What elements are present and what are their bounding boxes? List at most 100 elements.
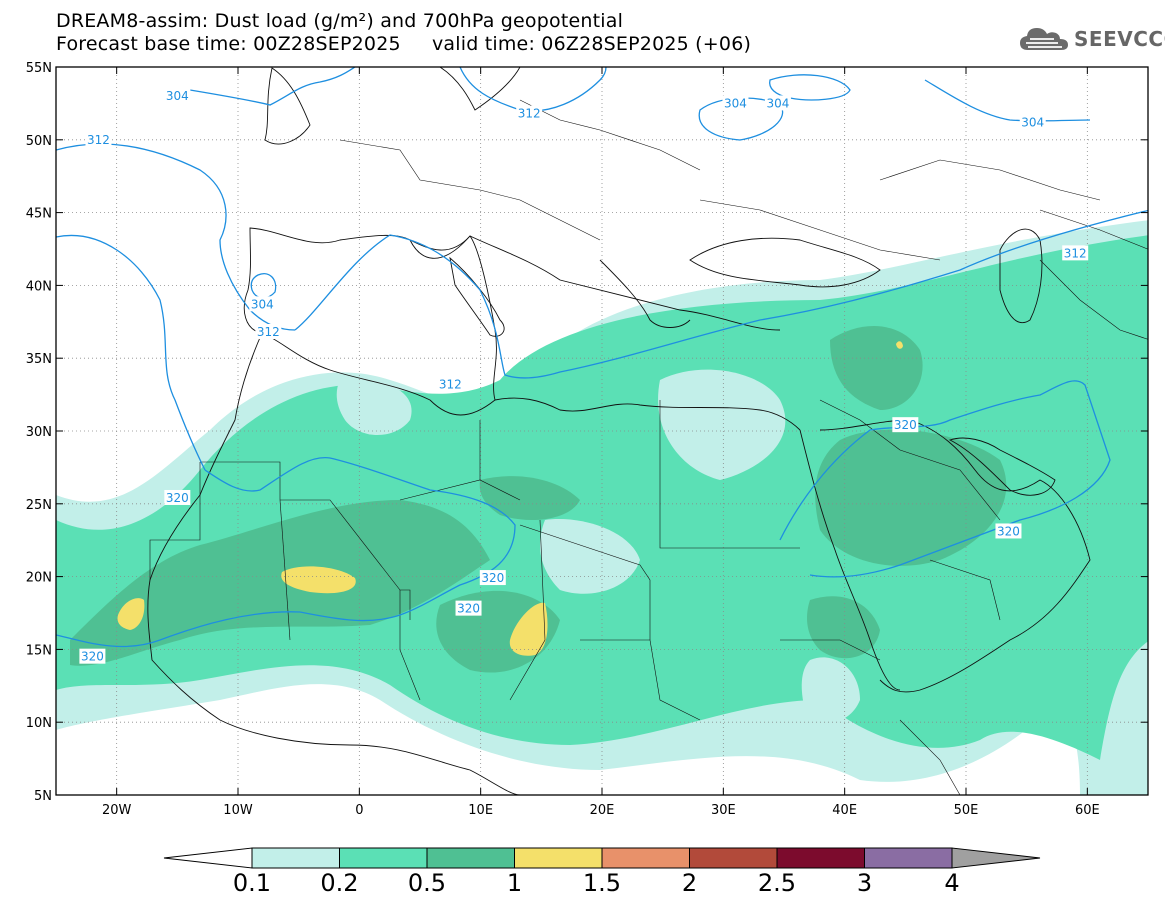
lat-tick-label: 15N xyxy=(26,643,52,658)
contour-312-europe xyxy=(294,209,1148,379)
dust-clear-pocket xyxy=(801,657,860,723)
contour-label-bg xyxy=(1019,114,1046,130)
contour-label: 312 xyxy=(87,133,110,147)
contour-312-atlantic xyxy=(56,143,296,331)
colorbar: 0.1 0.2 0.5 1 1.5 2 2.5 3 4 xyxy=(163,847,1041,897)
dust-level-1-region xyxy=(117,598,145,630)
mediterranean-north xyxy=(409,235,781,331)
italy xyxy=(449,256,505,337)
contour-label-bg xyxy=(255,323,282,339)
lat-tick-label: 20N xyxy=(26,571,52,586)
colorbar-label: 1.5 xyxy=(583,869,621,897)
contour-label: 304 xyxy=(251,297,274,311)
contour-304-russia xyxy=(769,74,851,101)
contour-label: 320 xyxy=(894,418,917,432)
colorbar-swatch xyxy=(776,847,865,869)
lat-tick-label: 30N xyxy=(26,425,52,440)
lon-tick-label: 0 xyxy=(355,803,363,818)
contour-312-north xyxy=(459,67,607,112)
lon-tick-label: 10W xyxy=(223,803,253,818)
scandinavia xyxy=(439,67,521,111)
lat-tick-label: 55N xyxy=(26,61,52,76)
colorbar-max-arrow xyxy=(951,847,1041,869)
dust-clear-pocket xyxy=(658,369,786,480)
contour-label: 320 xyxy=(166,491,189,505)
contour-label: 320 xyxy=(81,650,104,664)
africa-west-coast xyxy=(147,332,521,795)
country-borders xyxy=(149,99,1148,795)
colorbar-swatch xyxy=(426,847,515,869)
map-title-line-1: DREAM8-assim: Dust load (g/m²) and 700hP… xyxy=(56,10,624,32)
contour-304-iberia xyxy=(250,273,277,299)
contour-320-arabia xyxy=(779,380,1111,578)
contour-label: 304 xyxy=(766,96,789,110)
contour-label: 312 xyxy=(1064,246,1087,260)
map-title-line-2: Forecast base time: 00Z28SEP2025 valid t… xyxy=(56,33,752,55)
lon-tick-label: 20E xyxy=(590,803,615,818)
contour-label: 320 xyxy=(481,571,504,585)
dust-level-0-5-region xyxy=(479,476,580,520)
contour-label: 304 xyxy=(1021,115,1044,129)
contour-label: 304 xyxy=(724,96,747,110)
contour-label-bg xyxy=(79,648,106,664)
colorbar-swatch xyxy=(339,847,428,869)
logo-text: SEEVCCC xyxy=(1074,27,1165,51)
lon-tick-label: 10E xyxy=(468,803,493,818)
black-sea xyxy=(689,237,881,288)
colorbar-swatch xyxy=(251,847,340,869)
contour-label-bg xyxy=(1062,245,1089,261)
colorbar-swatch xyxy=(689,847,778,869)
dust-level-1-region xyxy=(281,566,356,594)
dust-level-1-region xyxy=(896,341,903,349)
contour-label: 320 xyxy=(457,602,480,616)
lat-tick-label: 25N xyxy=(26,498,52,513)
britain xyxy=(264,67,311,145)
colorbar-swatch xyxy=(514,847,603,869)
dust-level-1-region xyxy=(509,602,548,656)
dust-level-0-5-region xyxy=(807,596,880,659)
colorbar-label: 0.2 xyxy=(320,869,358,897)
contour-label-bg xyxy=(516,105,543,121)
contour-label-bg xyxy=(85,131,112,147)
contour-label-bg xyxy=(437,376,464,392)
colorbar-label: 3 xyxy=(857,869,872,897)
colorbar-label: 2 xyxy=(682,869,697,897)
contour-label-bg xyxy=(249,296,276,312)
colorbar-label: 4 xyxy=(944,869,959,897)
dust-clear-pocket xyxy=(336,379,412,435)
lat-tick-label: 5N xyxy=(34,789,52,804)
contour-label-bg xyxy=(764,95,791,111)
contour-label-bg xyxy=(455,600,482,616)
contour-label-bg xyxy=(892,417,919,433)
contour-label-bg xyxy=(164,489,191,505)
grid-lines xyxy=(56,66,1148,796)
seevccc-logo: SEEVCCC xyxy=(1018,24,1165,54)
contour-label-bg xyxy=(995,523,1022,539)
lon-tick-label: 40E xyxy=(832,803,857,818)
contour-304-north xyxy=(189,67,356,106)
colorbar-label: 0.5 xyxy=(408,869,446,897)
lat-tick-label: 40N xyxy=(26,279,52,294)
lon-tick-label: 20W xyxy=(102,803,132,818)
dust-level-0-5-region xyxy=(70,500,490,666)
lat-tick-label: 10N xyxy=(26,716,52,731)
contour-304-central-asia xyxy=(924,79,1091,122)
colorbar-swatch xyxy=(601,847,690,869)
north-africa-coast xyxy=(494,397,801,431)
geopotential-contours xyxy=(56,67,1148,648)
greece xyxy=(599,259,691,328)
dust-field xyxy=(56,220,1148,795)
lon-tick-label: 50E xyxy=(954,803,979,818)
lat-tick-label: 45N xyxy=(26,207,52,222)
contour-label: 312 xyxy=(439,377,462,391)
caspian-sea xyxy=(999,228,1043,323)
colorbar-label: 2.5 xyxy=(758,869,796,897)
colorbar-swatch xyxy=(864,847,953,869)
dust-level-0-5-region xyxy=(815,429,1007,566)
longitude-axis: 20W 10W 0 10E 20E 30E 40E 50E 60E xyxy=(102,67,1100,818)
lat-tick-label: 50N xyxy=(26,134,52,149)
contour-label-bg xyxy=(479,570,506,586)
contour-312-west xyxy=(56,234,206,471)
contour-label: 312 xyxy=(257,325,280,339)
